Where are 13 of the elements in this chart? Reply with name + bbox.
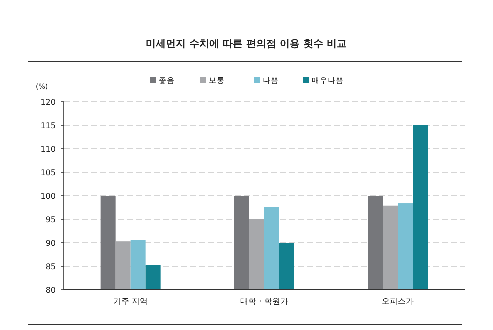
x-tick-label: 오피스가 bbox=[382, 297, 414, 306]
y-tick-label: 95 bbox=[46, 216, 56, 224]
y-tick-label: 80 bbox=[46, 286, 56, 295]
y-tick-label: 115 bbox=[40, 122, 56, 130]
y-tick-label: 120 bbox=[40, 98, 56, 107]
x-tick-label: 거주 지역 bbox=[114, 297, 148, 306]
y-tick-label: 85 bbox=[46, 262, 56, 272]
y-tick-label: 110 bbox=[40, 145, 56, 154]
y-tick-label: 100 bbox=[40, 192, 56, 201]
y-tick-label: 90 bbox=[46, 239, 56, 248]
y-tick-label: 105 bbox=[40, 168, 56, 178]
chart-title: 미세먼지 수치에 따른 편의점 이용 횟수 비교 bbox=[146, 39, 347, 50]
x-tick-label: 대학 · 학원가 bbox=[240, 297, 288, 306]
